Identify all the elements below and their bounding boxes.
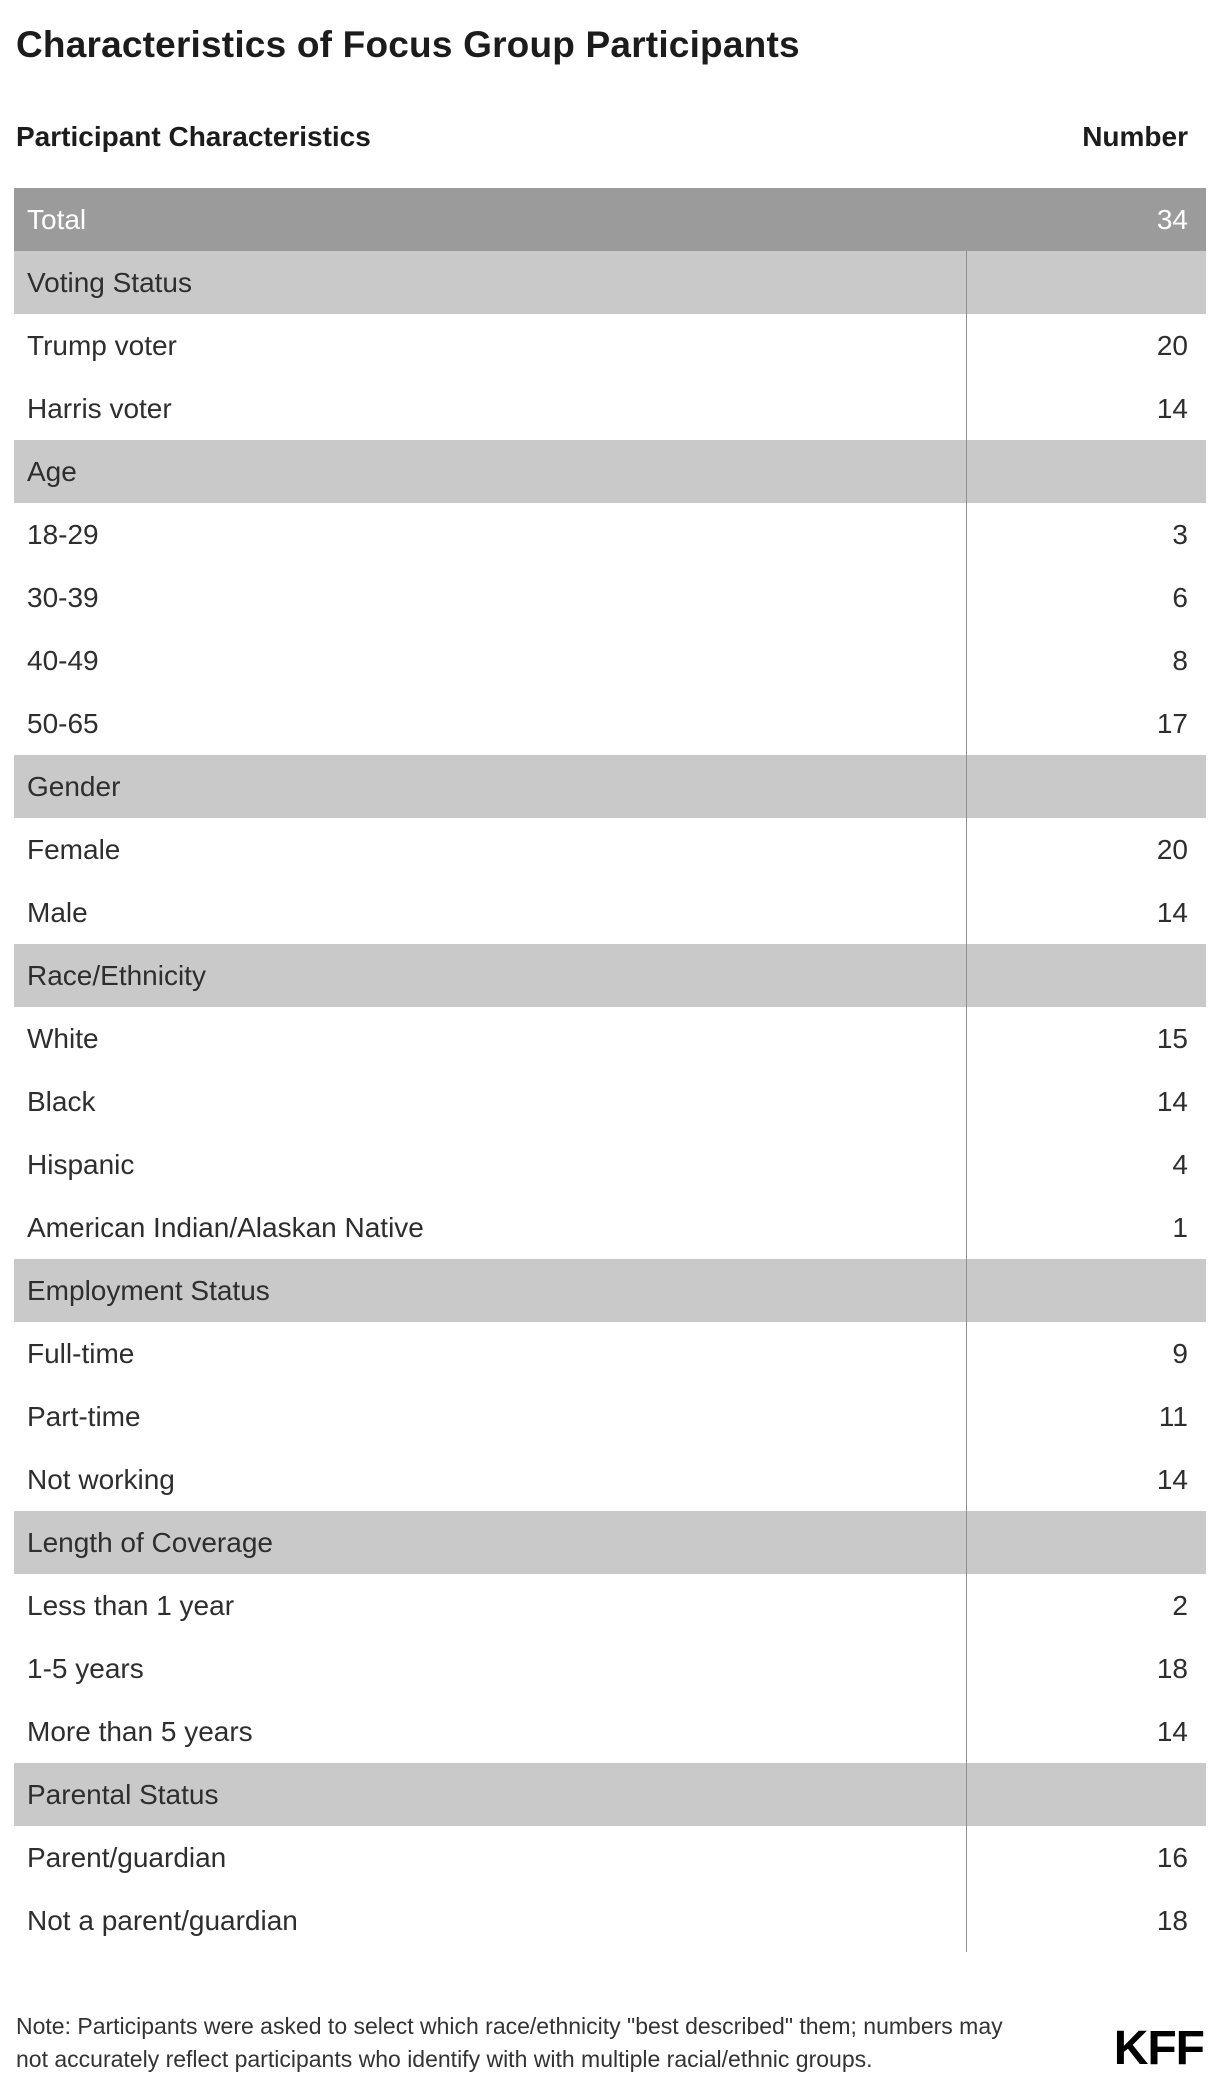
- section-header-label: Race/Ethnicity: [27, 959, 206, 991]
- table-row: 18-29 3: [14, 503, 1206, 566]
- total-row-value: 34: [1156, 203, 1188, 235]
- table-row: More than 5 years 14: [14, 1700, 1206, 1763]
- section-header-row: Length of Coverage: [14, 1511, 1206, 1574]
- table-row: Black 14: [14, 1070, 1206, 1133]
- section-header-spacer: [966, 755, 1206, 818]
- row-value: 8: [966, 629, 1206, 692]
- section-header-row: Employment Status: [14, 1259, 1206, 1322]
- table-row: 50-65 17: [14, 692, 1206, 755]
- participants-table: Participant Characteristics Number Total…: [14, 110, 1206, 1952]
- kff-logo: KFF: [1113, 2022, 1205, 2076]
- row-value: 4: [966, 1133, 1206, 1196]
- row-label: 18-29: [27, 518, 99, 550]
- table-row: Not working 14: [14, 1448, 1206, 1511]
- row-label: Black: [27, 1085, 96, 1117]
- row-value: 11: [966, 1385, 1206, 1448]
- section-header-spacer: [966, 1259, 1206, 1322]
- footer: Note: Participants were asked to select …: [14, 2010, 1206, 2075]
- table-row: Trump voter 20: [14, 314, 1206, 377]
- section-header-row: Parental Status: [14, 1763, 1206, 1826]
- row-label: Not working: [27, 1463, 175, 1495]
- section-header-spacer: [966, 944, 1206, 1007]
- table-row: American Indian/Alaskan Native 1: [14, 1196, 1206, 1259]
- row-value: 20: [966, 314, 1206, 377]
- table-row: Part-time 11: [14, 1385, 1206, 1448]
- row-value: 14: [966, 1700, 1206, 1763]
- row-label: Hispanic: [27, 1148, 135, 1180]
- row-label: White: [27, 1022, 99, 1054]
- row-label: Part-time: [27, 1400, 141, 1432]
- total-row: Total 34: [14, 188, 1206, 251]
- table-row: Female 20: [14, 818, 1206, 881]
- section-header-label: Length of Coverage: [27, 1526, 273, 1558]
- section-header-row: Gender: [14, 755, 1206, 818]
- row-label: 30-39: [27, 581, 99, 613]
- row-label: Full-time: [27, 1337, 135, 1369]
- row-value: 18: [966, 1637, 1206, 1700]
- table-row: Parent/guardian 16: [14, 1826, 1206, 1889]
- row-value: 1: [966, 1196, 1206, 1259]
- table-row: Not a parent/guardian 18: [14, 1889, 1206, 1952]
- table-row: 1-5 years 18: [14, 1637, 1206, 1700]
- row-value: 2: [966, 1574, 1206, 1637]
- row-value: 14: [966, 377, 1206, 440]
- section-header-spacer: [966, 440, 1206, 503]
- section-header-label: Employment Status: [27, 1274, 270, 1306]
- row-value: 16: [966, 1826, 1206, 1889]
- row-value: 3: [966, 503, 1206, 566]
- row-label: Trump voter: [27, 329, 177, 361]
- table-row: Less than 1 year 2: [14, 1574, 1206, 1637]
- row-label: Less than 1 year: [27, 1589, 235, 1621]
- row-label: 1-5 years: [27, 1652, 144, 1684]
- row-value: 9: [966, 1322, 1206, 1385]
- row-label: 50-65: [27, 707, 99, 739]
- section-header-row: Voting Status: [14, 251, 1206, 314]
- table-row: Hispanic 4: [14, 1133, 1206, 1196]
- column-header-characteristics: Participant Characteristics: [16, 121, 371, 152]
- row-value: 20: [966, 818, 1206, 881]
- section-header-label: Gender: [27, 770, 121, 802]
- section-header-row: Race/Ethnicity: [14, 944, 1206, 1007]
- row-value: 6: [966, 566, 1206, 629]
- section-header-row: Age: [14, 440, 1206, 503]
- total-row-label: Total: [27, 203, 87, 235]
- row-label: Harris voter: [27, 392, 172, 424]
- section-header-label: Parental Status: [27, 1778, 219, 1810]
- row-value: 18: [966, 1889, 1206, 1952]
- table-body: Voting Status Trump voter 20 Harris voter 14…: [14, 251, 1206, 1952]
- table-row: 30-39 6: [14, 566, 1206, 629]
- row-label: Male: [27, 896, 88, 928]
- page-title: Characteristics of Focus Group Participa…: [16, 24, 800, 65]
- row-label: 40-49: [27, 644, 99, 676]
- section-header-spacer: [966, 251, 1206, 314]
- note-text: Note: Participants were asked to select …: [16, 2013, 1003, 2072]
- table-row: Harris voter 14: [14, 377, 1206, 440]
- table-row: Male 14: [14, 881, 1206, 944]
- table-row: White 15: [14, 1007, 1206, 1070]
- table-row: 40-49 8: [14, 629, 1206, 692]
- table-row: Full-time 9: [14, 1322, 1206, 1385]
- row-label: Not a parent/guardian: [27, 1904, 298, 1936]
- section-header-spacer: [966, 1511, 1206, 1574]
- row-value: 14: [966, 881, 1206, 944]
- section-header-spacer: [966, 1763, 1206, 1826]
- column-header-number: Number: [1082, 121, 1188, 152]
- row-label: Female: [27, 833, 121, 865]
- row-label: American Indian/Alaskan Native: [27, 1211, 424, 1243]
- row-value: 17: [966, 692, 1206, 755]
- section-header-label: Age: [27, 455, 77, 487]
- section-header-label: Voting Status: [27, 266, 193, 298]
- row-label: Parent/guardian: [27, 1841, 227, 1873]
- row-value: 15: [966, 1007, 1206, 1070]
- row-value: 14: [966, 1070, 1206, 1133]
- row-value: 14: [966, 1448, 1206, 1511]
- row-label: More than 5 years: [27, 1715, 253, 1747]
- table-header-row: Participant Characteristics Number: [14, 110, 1206, 164]
